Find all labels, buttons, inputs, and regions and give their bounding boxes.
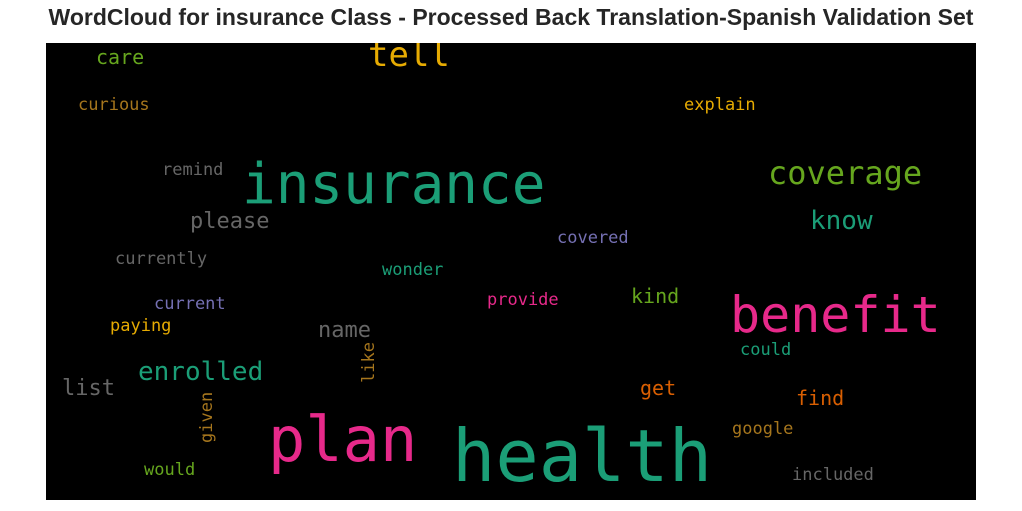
chart-title: WordCloud for insurance Class - Processe… (48, 4, 974, 30)
word-plan: plan (268, 403, 417, 476)
word-given: given (197, 392, 217, 443)
word-insurance: insurance (242, 152, 545, 217)
word-know: know (810, 206, 873, 236)
word-tell: tell (368, 43, 450, 75)
word-currently: currently (115, 249, 207, 269)
word-kind: kind (631, 284, 679, 308)
word-provide: provide (487, 290, 559, 310)
word-could: could (740, 340, 791, 360)
word-like: like (359, 342, 379, 383)
word-paying: paying (110, 316, 171, 336)
word-find: find (796, 386, 844, 410)
word-would: would (144, 460, 195, 480)
word-wonder: wonder (382, 260, 443, 280)
word-list: list (62, 376, 115, 401)
word-remind: remind (162, 160, 223, 180)
word-curious: curious (78, 95, 150, 115)
word-benefit: benefit (730, 286, 941, 344)
word-google: google (732, 419, 793, 439)
word-health: health (452, 414, 712, 498)
word-current: current (154, 294, 226, 314)
word-explain: explain (684, 95, 756, 115)
word-name: name (318, 318, 371, 343)
word-covered: covered (557, 228, 629, 248)
wordcloud-svg: health insurance plan benefit tell coverage en… (62, 43, 941, 498)
word-coverage: coverage (768, 154, 922, 192)
word-included: included (792, 465, 874, 485)
word-enrolled: enrolled (138, 357, 263, 387)
word-get: get (640, 376, 676, 400)
word-please: please (190, 209, 269, 234)
wordcloud-canvas: health insurance plan benefit tell coverage en… (46, 43, 976, 500)
word-care: care (96, 45, 144, 69)
